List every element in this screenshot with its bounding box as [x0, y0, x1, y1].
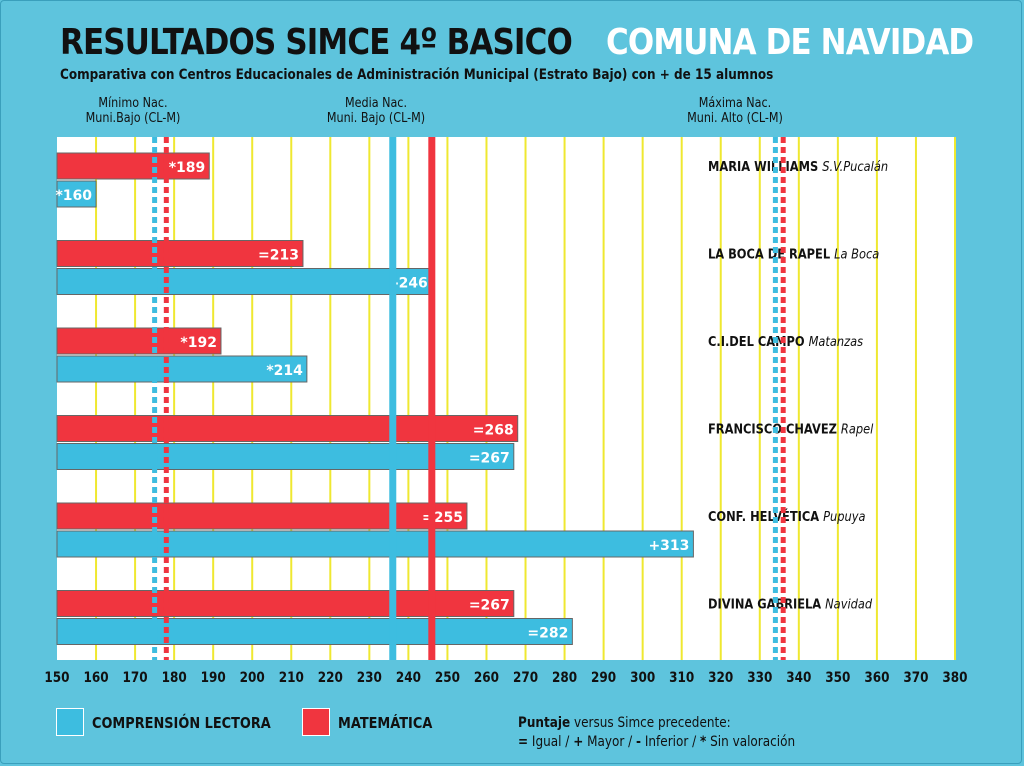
bar-chart: 150 160 170 180 190 200 210 220 230 240 250 260 270 2…: [44, 137, 968, 686]
x-tick-label-360: 360: [864, 670, 889, 686]
data-label-lectora-5: =282: [527, 626, 568, 642]
x-tick-label-350: 350: [825, 670, 850, 686]
data-label-matematica-2: *192: [180, 335, 217, 351]
legend-label-lectora: COMPRENSIÓN LECTORA: [92, 714, 271, 732]
x-tick-label-240: 240: [396, 670, 421, 686]
x-tick-label-270: 270: [513, 670, 538, 686]
school-name: MARIA WILLIAMS: [708, 159, 822, 174]
x-tick-label-280: 280: [552, 670, 577, 686]
school-label-5: DIVINA GABRIELA Navidad: [708, 597, 872, 612]
school-label-4: CONF. HELVÉTICA Pupuya: [708, 508, 866, 524]
ref-label-minimo-line1: Mínimo Nac.: [98, 96, 168, 111]
bar-lectora-5: [56, 618, 573, 645]
x-tick-label-310: 310: [669, 670, 694, 686]
legend-note-line1: Puntaje versus Simce precedente:: [518, 714, 795, 733]
school-label-2: C.I.DEL CAMPO Matanzas: [708, 334, 864, 349]
bar-lectora-4: [56, 530, 694, 558]
bar-matematica-4: [56, 502, 468, 530]
school-name: CONF. HELVÉTICA: [708, 508, 823, 524]
bar-matematica-2: [56, 327, 222, 355]
ref-label-media-line2: Muni. Bajo (CL-M): [326, 111, 426, 126]
legend-note-part: =: [518, 734, 529, 750]
x-tick-label-210: 210: [279, 670, 304, 686]
ref-label-maxima-line2: Muni. Alto (CL-M): [687, 111, 783, 126]
bar-lectora-3: [56, 443, 515, 470]
x-tick-label-260: 260: [474, 670, 499, 686]
legend-note: Puntaje versus Simce precedente: = Igual…: [518, 714, 795, 752]
data-label-lectora-2: *214: [266, 363, 303, 379]
x-tick-label-320: 320: [708, 670, 733, 686]
ref-label-minimo: Mínimo Nac. Muni.Bajo (CL-M): [86, 96, 181, 126]
chart-title: RESULTADOS SIMCE 4º BASICO: [60, 22, 573, 63]
ref-label-media: Media Nac. Muni. Bajo (CL-M): [327, 96, 425, 126]
ref-label-minimo-line2: Muni.Bajo (CL-M): [85, 111, 181, 126]
legend-swatch-lectora: [56, 708, 84, 736]
x-tick-label-200: 200: [240, 670, 265, 686]
legend-label-matematica: MATEMÁTICA: [338, 714, 433, 732]
legend-note-part: -: [636, 734, 642, 750]
legend-note-text: versus Simce precedente:: [570, 715, 731, 731]
x-tick-label-180: 180: [162, 670, 187, 686]
data-label-matematica-5: =267: [469, 598, 510, 614]
data-label-lectora-3: =267: [469, 451, 510, 467]
bar-matematica-3: [56, 415, 519, 442]
school-label-3: FRANCISCO CHAVEZ Rapel: [708, 422, 874, 437]
x-tick-label-230: 230: [357, 670, 382, 686]
legend-note-bold: Puntaje: [518, 715, 571, 731]
data-label-matematica-4: =255: [422, 510, 463, 526]
school-place: S.V.Pucalán: [822, 159, 888, 174]
legend-note-part: *: [700, 734, 707, 750]
x-tick-label-380: 380: [942, 670, 967, 686]
data-label-lectora-1: -246: [393, 276, 428, 292]
school-label-0: MARIA WILLIAMS S.V.Pucalán: [708, 159, 888, 174]
legend-note-line2: = Igual / + Mayor / - Inferior / * Sin v…: [518, 733, 795, 752]
data-label-lectora-4: +313: [648, 538, 689, 554]
plot-area: [57, 137, 955, 660]
school-place: Pupuya: [823, 509, 865, 524]
legend-note-part: Inferior /: [641, 734, 701, 750]
legend-swatch-matematica: [302, 708, 330, 736]
x-tick-label-290: 290: [591, 670, 616, 686]
data-label-matematica-0: *189: [169, 160, 206, 176]
x-tick-label-330: 330: [747, 670, 772, 686]
data-label-matematica-3: =268: [473, 423, 514, 439]
ref-label-maxima: Máxima Nac. Muni. Alto (CL-M): [687, 96, 783, 126]
school-place: Navidad: [825, 597, 872, 612]
x-tick-label-220: 220: [318, 670, 343, 686]
bar-lectora-1: [56, 268, 433, 295]
data-label-matematica-1: =213: [258, 248, 299, 264]
school-name: C.I.DEL CAMPO: [708, 334, 809, 349]
legend-note-part: +: [573, 734, 584, 750]
ref-label-media-line1: Media Nac.: [344, 96, 408, 111]
x-tick-label-300: 300: [630, 670, 655, 686]
school-name: LA BOCA DE RAPEL: [708, 247, 834, 262]
x-tick-label-250: 250: [435, 670, 460, 686]
bar-lectora-0: [56, 180, 97, 208]
x-tick-label-160: 160: [83, 670, 108, 686]
bar-lectora-2: [56, 355, 308, 383]
legend-note-part: Mayor /: [583, 734, 637, 750]
chart-subtitle: Comparativa con Centros Educacionales de…: [60, 67, 774, 83]
x-tick-label-340: 340: [786, 670, 811, 686]
data-label-lectora-0: *160: [55, 188, 92, 204]
x-tick-label-190: 190: [201, 670, 226, 686]
x-tick-label-170: 170: [123, 670, 148, 686]
chart-title-row: RESULTADOS SIMCE 4º BASICO COMUNA DE NAV…: [60, 22, 974, 63]
school-label-1: LA BOCA DE RAPEL La Boca: [708, 247, 879, 262]
school-place: Matanzas: [809, 334, 864, 349]
bar-matematica-1: [56, 240, 304, 267]
school-place: La Boca: [834, 247, 879, 262]
school-name: DIVINA GABRIELA: [708, 597, 825, 612]
chart-title-commune: COMUNA DE NAVIDAD: [606, 22, 974, 63]
legend-note-part: Sin valoración: [706, 734, 796, 750]
x-tick-label-370: 370: [903, 670, 928, 686]
ref-label-maxima-line1: Máxima Nac.: [698, 96, 772, 111]
x-tick-label-150: 150: [44, 670, 69, 686]
legend-note-part: Igual /: [528, 734, 574, 750]
bar-matematica-5: [56, 590, 515, 617]
school-place: Rapel: [841, 422, 874, 437]
bar-matematica-0: [56, 152, 210, 180]
